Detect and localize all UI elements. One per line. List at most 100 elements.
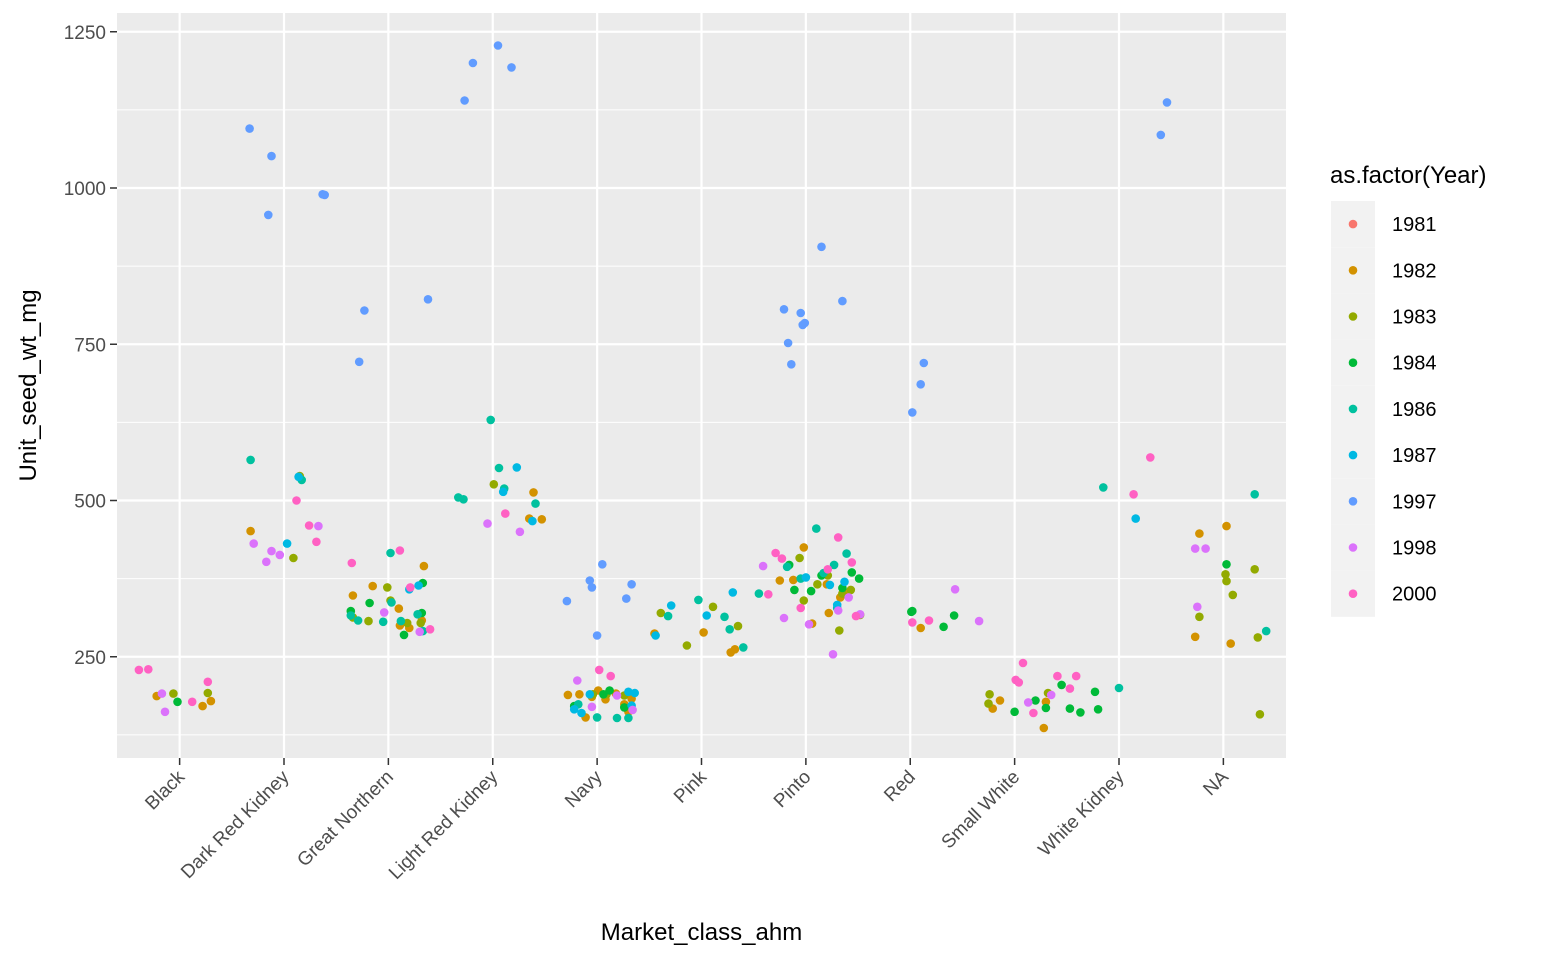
data-point-1998: [779, 613, 789, 623]
data-point-1984: [605, 686, 614, 695]
data-point-1982: [1041, 697, 1051, 707]
data-point-1982: [699, 628, 708, 637]
data-point-2000: [833, 533, 843, 542]
data-point-1982: [730, 645, 740, 654]
data-point-1986: [1261, 626, 1271, 636]
data-point-1982: [529, 488, 538, 497]
data-point-1998: [974, 616, 984, 626]
data-point-1997: [320, 190, 330, 200]
data-point-1987: [512, 463, 522, 472]
data-point-1982: [563, 690, 573, 700]
data-point-1987: [528, 516, 537, 526]
data-point-1997: [562, 596, 572, 606]
data-point-1986: [459, 495, 468, 504]
data-point-1983: [1228, 590, 1238, 600]
y-tick-label: 1000: [64, 179, 106, 200]
data-point-1998: [1193, 602, 1202, 612]
data-point-1997: [460, 96, 469, 105]
x-tick-label: Pink: [670, 766, 711, 807]
data-point-2000: [501, 509, 510, 518]
data-point-2000: [203, 677, 213, 687]
legend-swatch: [1348, 312, 1358, 321]
data-point-1987: [666, 601, 676, 610]
data-point-1984: [1222, 560, 1231, 569]
data-point-1982: [916, 623, 925, 633]
data-point-1998: [1046, 690, 1056, 700]
data-point-1986: [246, 455, 255, 465]
data-point-2000: [777, 554, 787, 563]
data-point-1982: [206, 696, 216, 706]
data-point-1998: [275, 550, 285, 560]
data-point-1997: [245, 124, 254, 133]
data-point-1997: [796, 308, 805, 318]
data-point-1998: [267, 546, 276, 556]
data-point-1982: [198, 701, 207, 711]
data-point-1982: [348, 591, 358, 600]
data-point-1998: [844, 593, 853, 602]
data-point-1986: [725, 625, 734, 634]
legend-title: as.factor(Year): [1330, 162, 1487, 189]
data-point-1987: [825, 580, 835, 590]
data-point-2000: [312, 537, 321, 547]
data-point-1986: [739, 643, 748, 652]
data-point-1987: [801, 573, 811, 582]
data-point-1997: [354, 357, 364, 367]
data-point-1998: [828, 650, 838, 659]
data-point-1987: [577, 708, 586, 718]
data-point-1997: [787, 360, 796, 369]
data-point-1997: [779, 305, 789, 314]
data-point-1987: [702, 611, 711, 620]
data-point-1998: [587, 702, 597, 712]
data-point-1984: [1065, 704, 1075, 713]
data-point-2000: [187, 697, 197, 707]
data-point-1997: [598, 560, 607, 569]
data-point-2000: [1018, 658, 1028, 668]
data-point-1998: [950, 585, 960, 594]
x-tick-label: Great Northern: [293, 767, 397, 871]
data-point-1983: [813, 580, 822, 589]
data-point-1997: [493, 41, 503, 50]
legend-label: 2000: [1392, 584, 1437, 606]
data-point-1983: [708, 602, 718, 612]
data-point-1986: [1099, 483, 1108, 492]
legend-swatch: [1348, 266, 1358, 275]
data-point-1984: [620, 703, 629, 712]
data-point-1986: [378, 617, 388, 627]
data-point-1998: [758, 561, 768, 571]
data-point-1997: [507, 63, 516, 72]
data-point-1997: [264, 210, 273, 220]
data-point-1998: [249, 539, 258, 548]
data-point-1998: [628, 705, 637, 715]
data-point-1984: [847, 568, 857, 577]
data-point-1997: [592, 631, 602, 640]
data-point-1987: [630, 688, 639, 698]
data-point-1983: [846, 585, 856, 595]
data-point-1997: [838, 296, 847, 306]
data-point-1998: [1023, 698, 1033, 707]
data-point-1983: [1255, 710, 1265, 719]
data-point-1986: [387, 598, 396, 607]
data-point-1997: [468, 58, 478, 68]
data-point-1983: [416, 618, 426, 628]
data-point-1986: [1250, 490, 1259, 499]
data-point-1986: [782, 562, 792, 572]
data-point-1982: [537, 515, 547, 524]
data-point-1982: [368, 581, 378, 591]
data-points: [134, 41, 1271, 733]
data-point-1983: [203, 688, 213, 698]
data-point-1984: [365, 598, 374, 608]
data-point-1986: [754, 589, 764, 598]
legend-swatch: [1348, 589, 1358, 598]
data-point-1998: [833, 606, 843, 615]
legend-label: 1998: [1392, 538, 1437, 560]
x-tick-label: Dark Red Kidney: [177, 766, 294, 883]
data-point-1987: [651, 631, 660, 640]
legend-swatch: [1348, 219, 1358, 229]
data-point-1997: [622, 594, 631, 603]
data-point-2000: [851, 611, 861, 621]
legend-label: 1997: [1392, 491, 1437, 513]
x-tick-label: White Kidney: [1035, 766, 1129, 860]
data-point-2000: [395, 546, 405, 555]
data-point-1987: [840, 577, 849, 587]
